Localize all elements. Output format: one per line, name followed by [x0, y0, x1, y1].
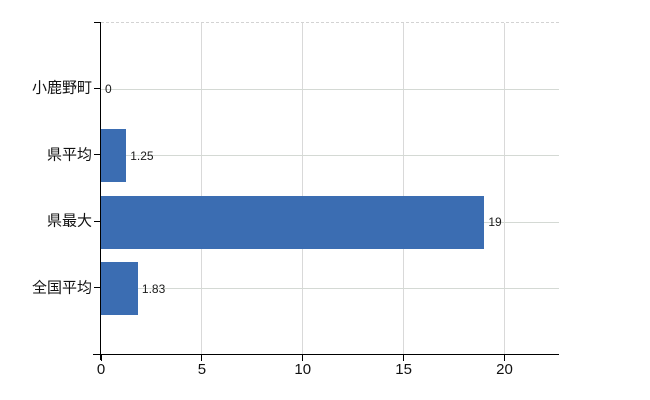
category-axis-labels: 小鹿野町県平均県最大全国平均 [0, 22, 92, 354]
value-label: 19 [488, 215, 502, 230]
vertical-gridline [504, 23, 506, 354]
plot-area: 0 1.25 19 1.83 [101, 22, 559, 354]
vertical-gridline [302, 23, 304, 354]
category-label: 県平均 [46, 146, 92, 164]
vertical-gridline [201, 23, 203, 354]
bar [101, 195, 485, 249]
x-tick-label: 10 [294, 361, 312, 378]
x-axis-tick [100, 355, 102, 361]
value-label: 1.83 [141, 281, 166, 296]
category-label: 小鹿野町 [31, 79, 92, 97]
y-axis-end-tick [94, 21, 101, 23]
vertical-gridline [403, 23, 405, 354]
horizontal-gridline [101, 155, 559, 157]
category-label: 県最大 [46, 212, 92, 230]
y-axis-tick [94, 220, 101, 222]
y-axis-tick [94, 154, 101, 156]
value-label: 0 [105, 82, 112, 97]
x-tick-label: 5 [197, 361, 207, 378]
value-label: 1.25 [130, 148, 154, 163]
horizontal-gridline [101, 288, 559, 290]
bar [101, 129, 127, 183]
x-axis-tick [403, 355, 405, 361]
category-label: 全国平均 [31, 279, 92, 297]
x-tick-label: 0 [96, 361, 106, 378]
x-axis-tick [504, 355, 506, 361]
y-axis-line [100, 22, 101, 360]
x-tick-label: 20 [496, 361, 513, 378]
horizontal-gridline [101, 88, 559, 90]
x-axis-tick [302, 355, 304, 361]
bar [101, 262, 138, 316]
y-axis-tick [94, 287, 101, 289]
x-axis-line [93, 354, 559, 355]
x-axis-tick [201, 355, 203, 361]
x-tick-label: 15 [395, 361, 412, 378]
y-axis-tick [94, 87, 101, 89]
